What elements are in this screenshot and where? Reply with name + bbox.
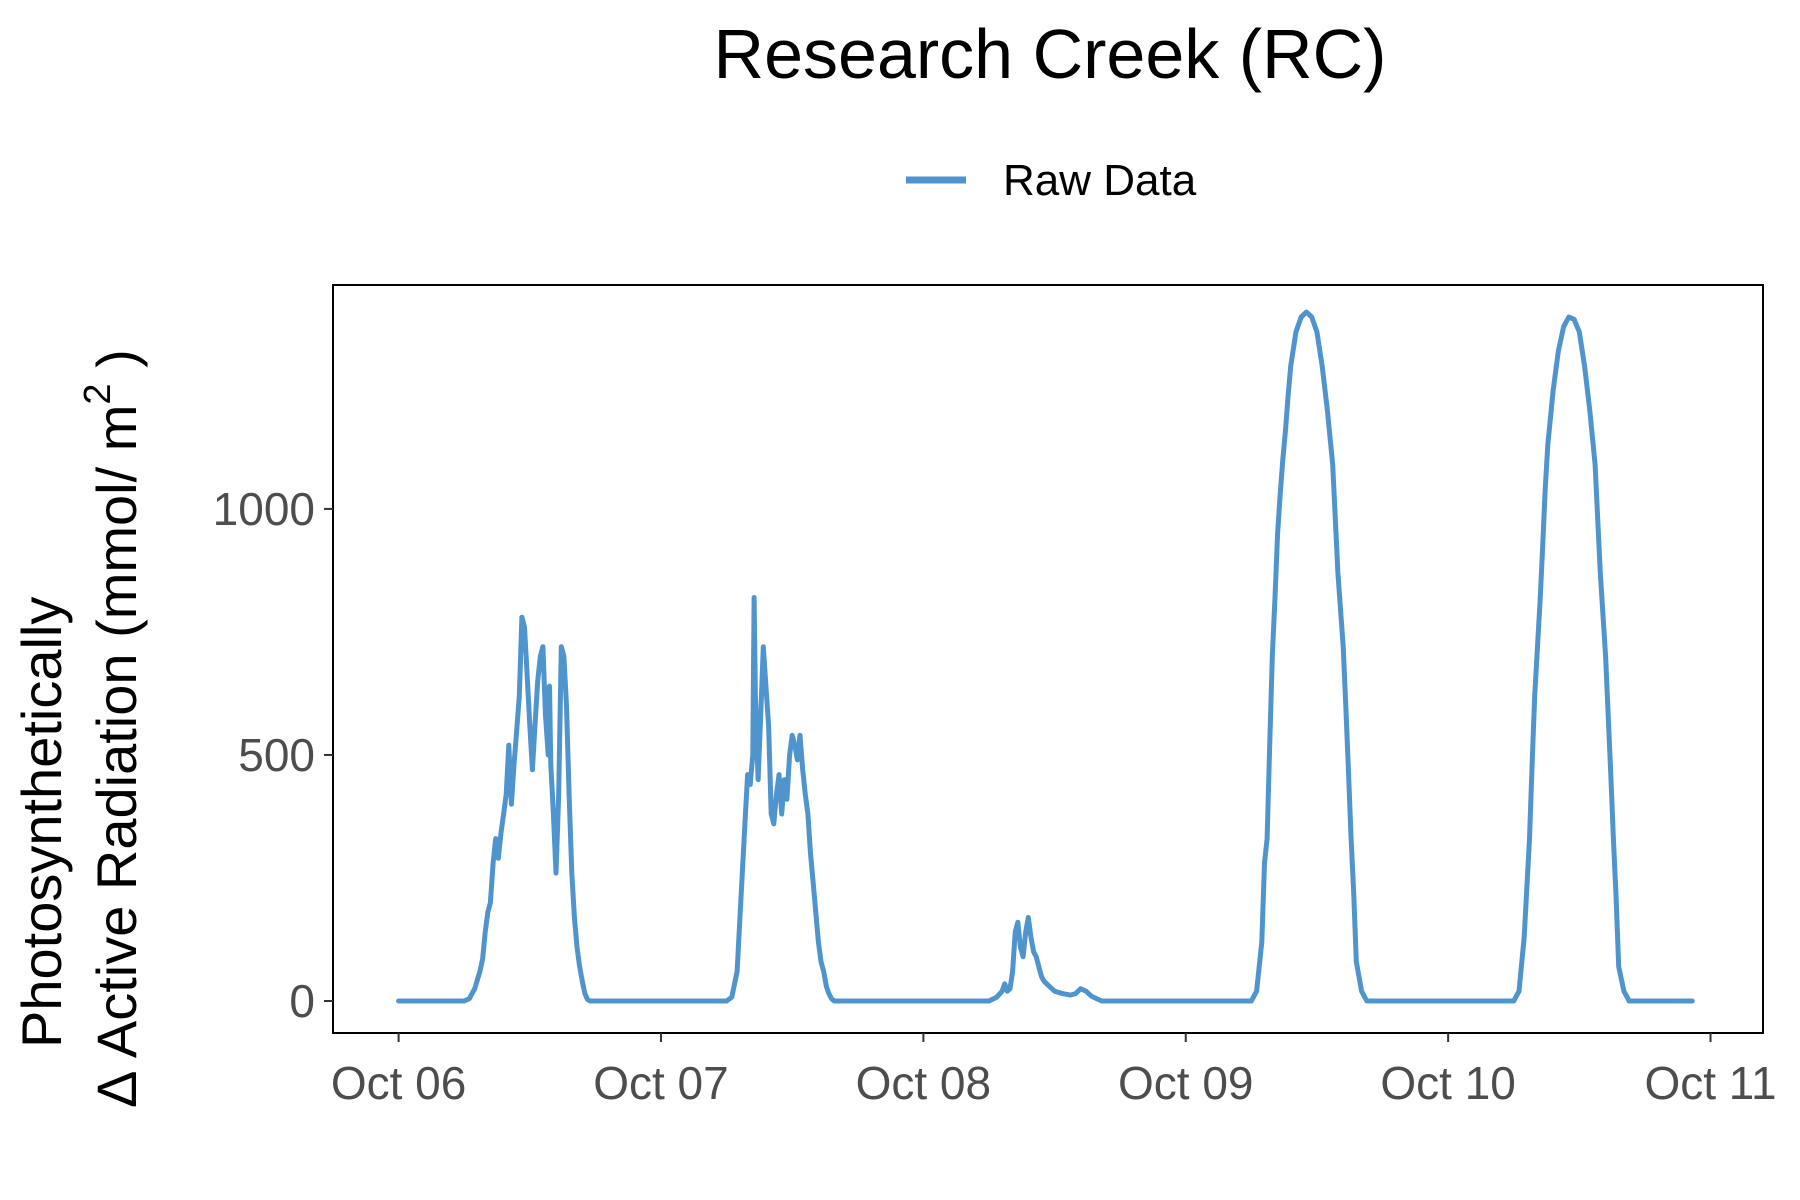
y-tick-label: 500 xyxy=(238,729,315,781)
y-tick-label: 1000 xyxy=(213,483,315,535)
legend: Raw Data xyxy=(906,156,1197,205)
chart-title: Research Creek (RC) xyxy=(714,15,1387,93)
x-tick-label: Oct 10 xyxy=(1380,1057,1516,1109)
y-axis-title-main: Δ Active Radiation (mmol/ m xyxy=(85,405,148,1108)
x-tick-label: Oct 08 xyxy=(856,1057,992,1109)
y-axis-title-line1: Photosynthetically xyxy=(10,597,73,1048)
x-tick-label: Oct 09 xyxy=(1118,1057,1254,1109)
x-tick-label: Oct 07 xyxy=(593,1057,729,1109)
x-tick-label: Oct 06 xyxy=(331,1057,467,1109)
y-axis-title: Photosynthetically Δ Active Radiation (m… xyxy=(10,349,148,1108)
y-axis-title-line2: Δ Active Radiation (mmol/ m2 ) xyxy=(77,349,148,1108)
series-layer xyxy=(396,309,1695,1004)
legend-label: Raw Data xyxy=(1003,156,1197,205)
x-axis: Oct 06 Oct 07 Oct 08 Oct 09 Oct 10 Oct 11 xyxy=(331,1033,1777,1109)
y-axis-title-superscript: 2 xyxy=(77,383,119,404)
plot-panel xyxy=(332,284,1764,1034)
series-line xyxy=(396,309,1695,1004)
x-tick-label: Oct 11 xyxy=(1644,1057,1776,1109)
y-tick-label: 0 xyxy=(289,975,315,1027)
y-axis-title-suffix: ) xyxy=(85,349,148,383)
y-axis: 0 500 1000 xyxy=(213,483,333,1027)
